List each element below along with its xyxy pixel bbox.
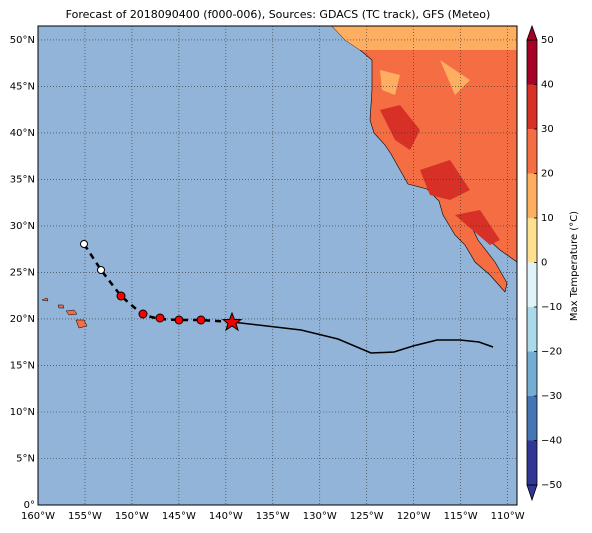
x-tick-label: 150°W <box>115 511 149 522</box>
forecast-track <box>231 321 494 354</box>
colorbar-tick-label: 50 <box>541 35 554 46</box>
land-hot-area <box>380 105 500 245</box>
x-tick-label: 110°W <box>491 511 525 522</box>
y-tick-label: 25°N <box>10 267 35 278</box>
y-tick-label: 30°N <box>10 221 35 232</box>
map-frame <box>37 25 518 506</box>
colorbar-segment <box>527 129 537 174</box>
colorbar: −50 −40 −30 −20 −10 0 10 20 30 40 50 <box>526 24 562 502</box>
x-tick-label: 145°W <box>162 511 196 522</box>
colorbar-extend-bottom <box>526 484 538 502</box>
colorbar-tick-label: 0 <box>541 258 547 269</box>
colorbar-segment <box>527 307 537 352</box>
map-title: Forecast of 2018090400 (f000-006), Sourc… <box>66 8 491 21</box>
y-tick-label: 0° <box>24 500 35 511</box>
storm-icons <box>80 240 206 325</box>
colorbar-tick-label: 30 <box>541 124 554 135</box>
colorbar-segment <box>527 40 537 85</box>
current-position-star <box>221 311 243 332</box>
colorbar-tick-label: −20 <box>541 347 562 358</box>
colorbar-segment <box>527 396 537 441</box>
colorbar-tick-label: −10 <box>541 302 562 313</box>
grid <box>37 26 517 506</box>
colorbar-tick-label: −50 <box>541 480 562 491</box>
hawaii-islands <box>41 297 88 329</box>
x-tick-label: 135°W <box>256 511 290 522</box>
y-tick-label: 35°N <box>10 174 35 185</box>
colorbar-segment <box>527 351 537 396</box>
colorbar-segment <box>527 84 537 129</box>
colorbar-tick-label: −40 <box>541 436 562 447</box>
colorbar-segment <box>527 440 537 485</box>
y-tick-label: 40°N <box>10 128 35 139</box>
y-tick-label: 15°N <box>10 360 35 371</box>
x-tick-label: 160°W <box>21 511 55 522</box>
colorbar-tick-label: 40 <box>541 80 554 91</box>
land-mild-area <box>380 60 470 95</box>
x-tick-label: 130°W <box>303 511 337 522</box>
x-tick-label: 120°W <box>397 511 431 522</box>
x-tick-label: 115°W <box>444 511 478 522</box>
land-cool-north <box>332 26 517 50</box>
y-tick-label: 50°N <box>10 35 35 46</box>
colorbar-extend-top <box>526 24 538 41</box>
colorbar-segment <box>527 218 537 263</box>
x-tick-label: 155°W <box>68 511 102 522</box>
y-tick-label: 10°N <box>10 407 35 418</box>
y-tick-label: 5°N <box>16 453 35 464</box>
colorbar-tick-label: 20 <box>541 169 554 180</box>
colorbar-segment <box>527 173 537 218</box>
y-tick-label: 45°N <box>10 81 35 92</box>
colorbar-tick-label: 10 <box>541 213 554 224</box>
colorbar-tick-label: −30 <box>541 391 562 402</box>
x-tick-label: 125°W <box>350 511 384 522</box>
y-tick-label: 20°N <box>10 314 35 325</box>
x-tick-label: 140°W <box>209 511 243 522</box>
colorbar-label: Max Temperature (°C) <box>569 211 580 321</box>
colorbar-segment <box>527 262 537 307</box>
map-area <box>37 25 518 506</box>
